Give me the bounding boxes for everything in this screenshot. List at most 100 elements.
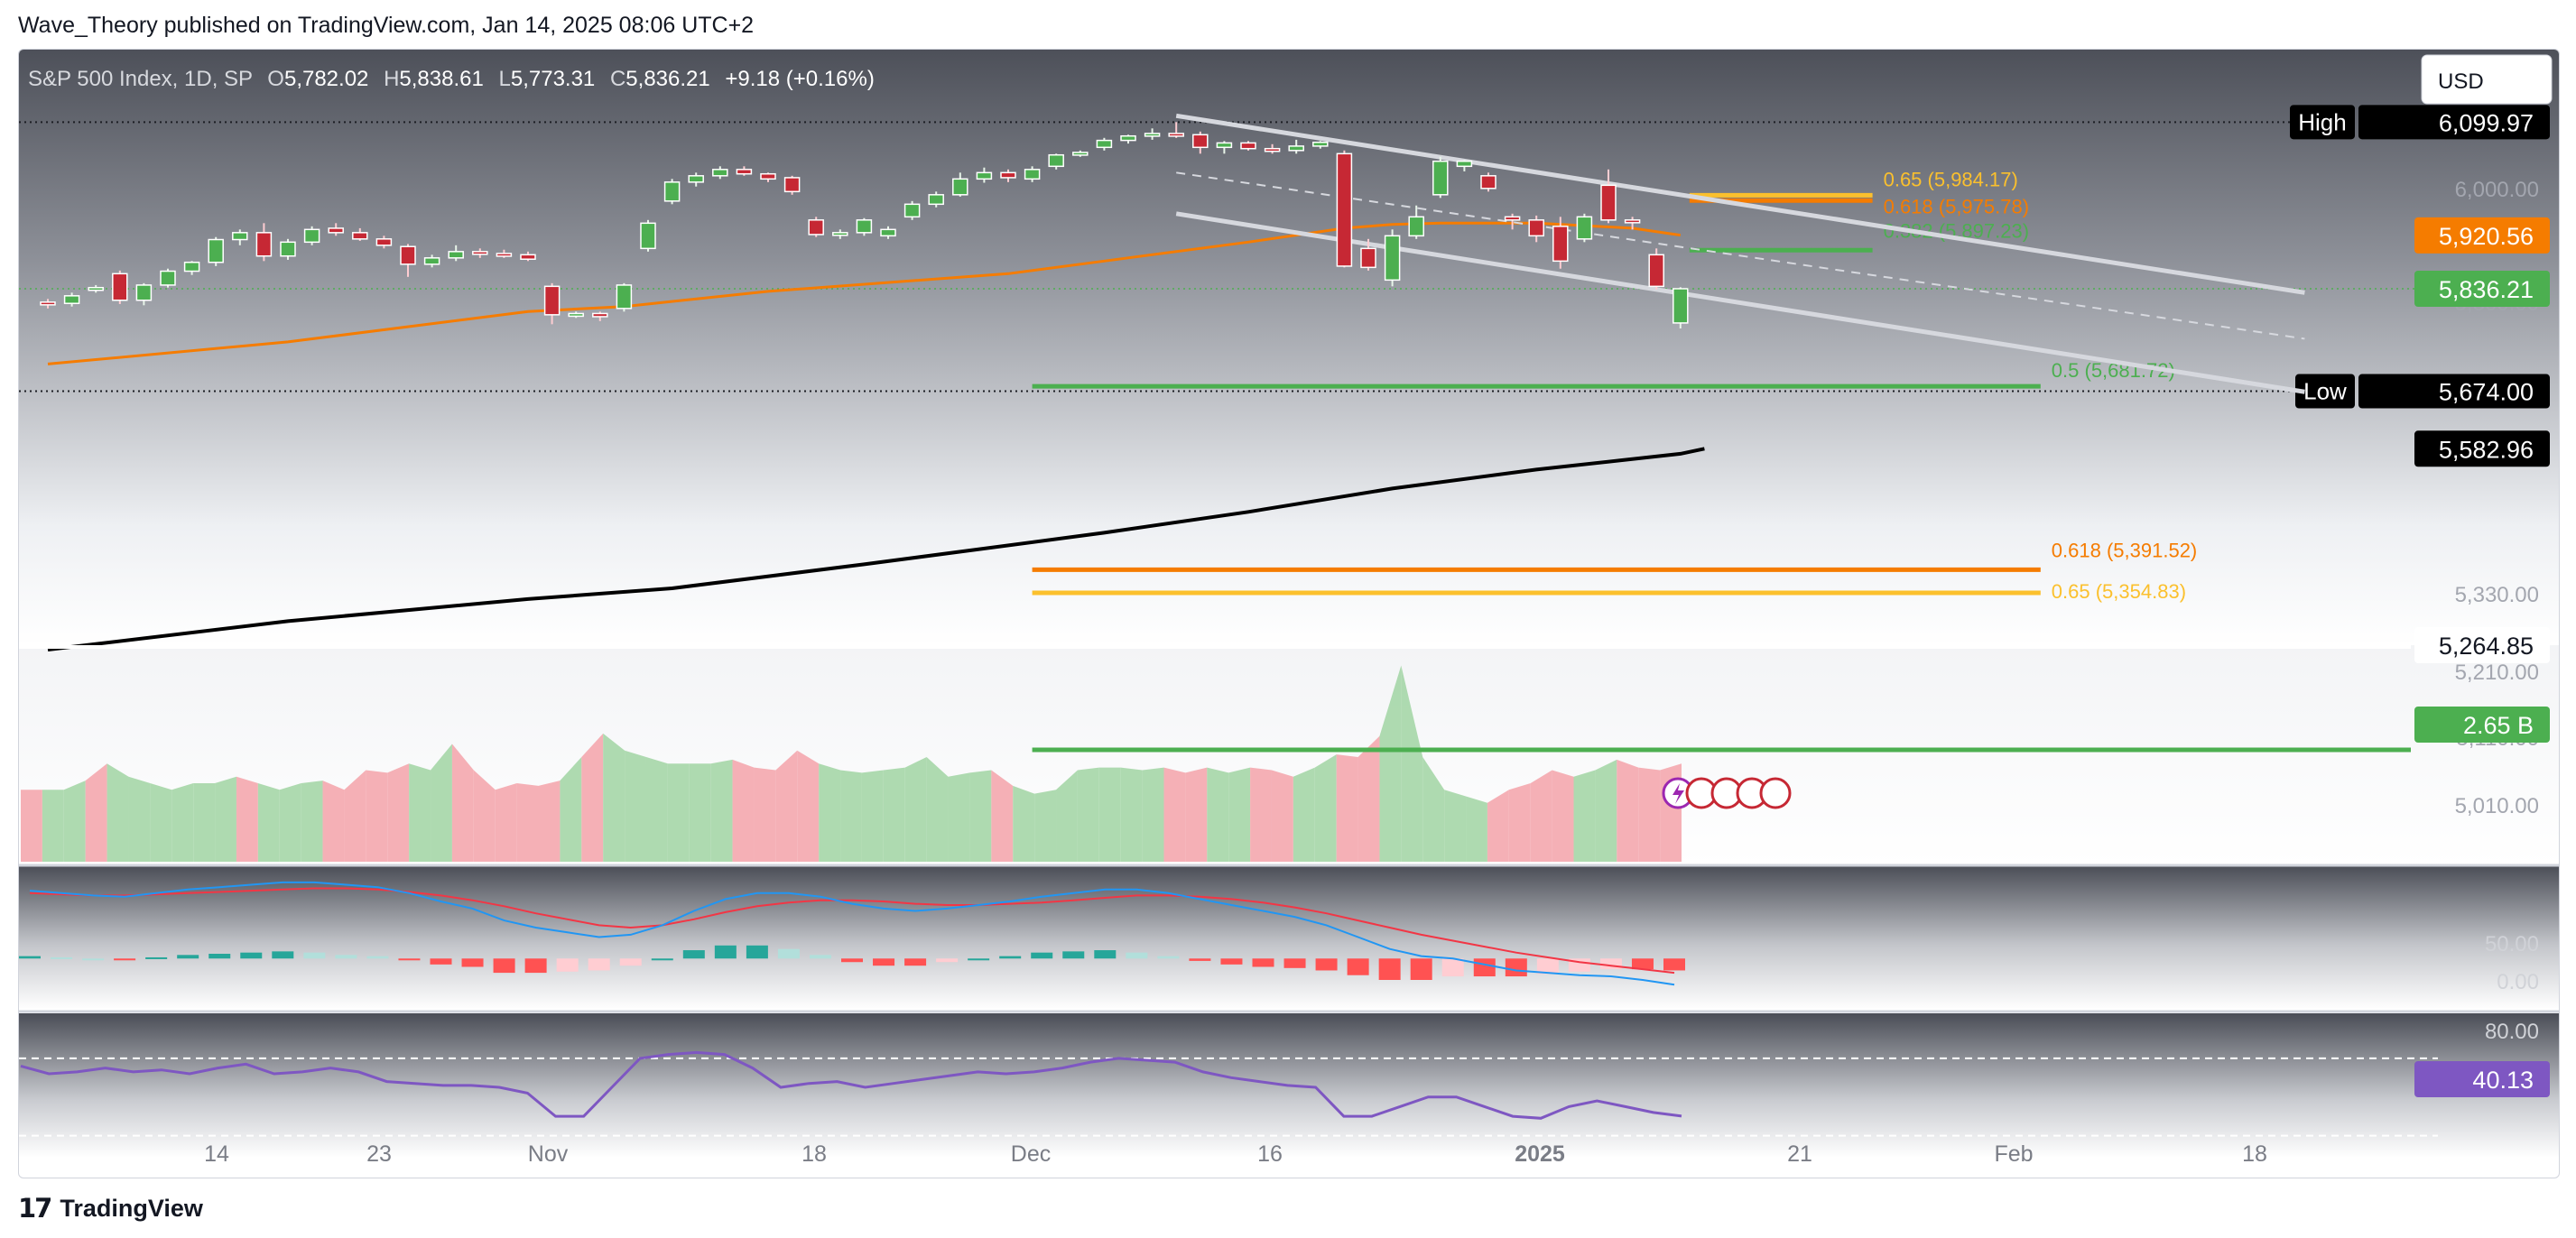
candle-body <box>1504 216 1521 221</box>
tradingview-branding[interactable]: 𝟭𝟳 TradingView <box>18 1193 203 1224</box>
chart-frame[interactable]: 6,000.005,800.005,330.005,210.005,110.00… <box>18 49 2560 1178</box>
volume-area-segment <box>689 763 711 862</box>
candle-body <box>1480 175 1496 189</box>
macd-pane-bg <box>19 865 2559 1010</box>
candle-body <box>1000 171 1016 179</box>
macd-histogram-bar <box>430 958 452 965</box>
candle-body <box>1168 133 1184 137</box>
channel-upper-line <box>1175 113 2305 295</box>
chart-svg[interactable]: 6,000.005,800.005,330.005,210.005,110.00… <box>19 50 2559 1178</box>
candle-body <box>568 312 584 318</box>
close-value: 5,836.21 <box>625 67 709 91</box>
volume-area-segment <box>1013 785 1035 862</box>
macd-histogram-bar <box>1189 958 1211 961</box>
macd-histogram-bar <box>1505 958 1527 977</box>
volume-area-segment <box>883 767 905 862</box>
reference-value-low: 5,674.00 <box>2439 379 2534 406</box>
volume-area-segment <box>1638 767 1661 862</box>
volume-area-segment <box>1617 759 1639 862</box>
candle-body <box>976 171 993 180</box>
candle-body <box>448 251 464 259</box>
candle-body <box>520 254 536 260</box>
macd-axis-tick: 50.00 <box>2485 932 2539 956</box>
time-axis: 14 23 Nov 18 Dec 16 2025 21 Feb 18 <box>204 1141 2267 1167</box>
macd-histogram-bar <box>746 945 768 959</box>
symbol-label: S&P 500 Index, 1D, SP <box>28 67 253 91</box>
currency-button[interactable]: USD <box>2421 54 2553 105</box>
candle-body <box>1432 160 1449 196</box>
rsi-badge-bg <box>2414 1061 2550 1097</box>
candle-body <box>760 172 776 180</box>
volume-pane <box>19 645 2411 862</box>
candle-body <box>303 228 320 244</box>
macd-histogram-bar <box>588 958 610 971</box>
candle-body <box>712 169 728 177</box>
volume-area-segment <box>171 783 194 862</box>
candle-body <box>663 181 681 202</box>
candle-body <box>112 273 128 301</box>
volume-area-segment <box>732 759 755 862</box>
volume-area-segment <box>495 783 517 862</box>
rsi-line <box>20 1050 1682 1120</box>
macd-axis-tick: 0.00 <box>2497 970 2539 994</box>
candle-body <box>1384 235 1401 282</box>
volume-area-segment <box>1207 767 1229 862</box>
price-badge: 5,264.85 <box>2439 633 2534 660</box>
candle-body <box>40 301 56 306</box>
macd-histogram-bar <box>303 952 326 959</box>
macd-histogram-bar <box>1473 958 1496 977</box>
time-axis-tick: 18 <box>2242 1141 2267 1167</box>
volume-area-segment <box>1401 665 1423 862</box>
volume-area-segment <box>948 772 970 862</box>
macd-histogram-bar <box>145 956 168 959</box>
macd-histogram-bar <box>366 956 389 959</box>
macd-histogram-bar <box>936 958 959 963</box>
volume-area-segment <box>797 750 820 862</box>
candle-body <box>183 261 200 273</box>
candle-body <box>1288 145 1304 152</box>
volume-area-segment <box>861 770 884 862</box>
lightning-icon <box>1673 783 1684 804</box>
candle-body <box>1096 139 1113 149</box>
volume-area-segment <box>193 783 216 862</box>
candle-body <box>1120 134 1136 142</box>
low-label: L <box>499 67 511 91</box>
candle-body <box>1624 219 1641 224</box>
candle-body <box>880 228 896 237</box>
volume-area-segment <box>1185 767 1208 862</box>
rsi-badge: 40.13 <box>2472 1067 2534 1094</box>
event-flags[interactable] <box>1662 777 1792 809</box>
volume-area-segment <box>1228 767 1251 862</box>
legend-header[interactable]: S&P 500 Index, 1D, SP O5,782.02 H5,838.6… <box>28 67 875 91</box>
candle-body <box>255 232 273 257</box>
candle-body <box>1192 134 1209 149</box>
reference-label-bg <box>2290 105 2355 140</box>
candle-body <box>1240 142 1256 150</box>
volume-area-segment <box>128 776 151 862</box>
candle-body <box>903 203 921 218</box>
reference-value-high: 6,099.97 <box>2439 109 2534 136</box>
candle-body <box>1600 184 1617 221</box>
low-value: 5,773.31 <box>511 67 595 91</box>
candle-body <box>1264 147 1281 152</box>
volume-area-segment <box>215 776 236 862</box>
macd-histogram-bar <box>177 955 199 959</box>
time-axis-tick: 2025 <box>1515 1141 1565 1167</box>
volume-area-segment <box>322 781 345 862</box>
candle-body <box>232 232 248 241</box>
volume-area-segment <box>645 757 668 862</box>
reference-value-bg <box>2358 374 2550 409</box>
macd-histogram-bar <box>1410 958 1432 980</box>
us-flag-icon[interactable] <box>1759 777 1792 809</box>
macd-histogram-bar <box>524 958 547 974</box>
volume-area-segment <box>366 770 388 862</box>
candle-body <box>1576 216 1593 240</box>
volume-area-segment <box>840 770 862 862</box>
macd-histogram-bar <box>873 958 895 966</box>
volume-area-segment <box>560 757 582 862</box>
volume-area-segment <box>1466 796 1487 862</box>
candlestick-series <box>40 122 1689 329</box>
volume-area-segment <box>969 770 992 862</box>
macd-histogram-bar <box>208 954 231 959</box>
volume-area-segment <box>1314 754 1337 862</box>
